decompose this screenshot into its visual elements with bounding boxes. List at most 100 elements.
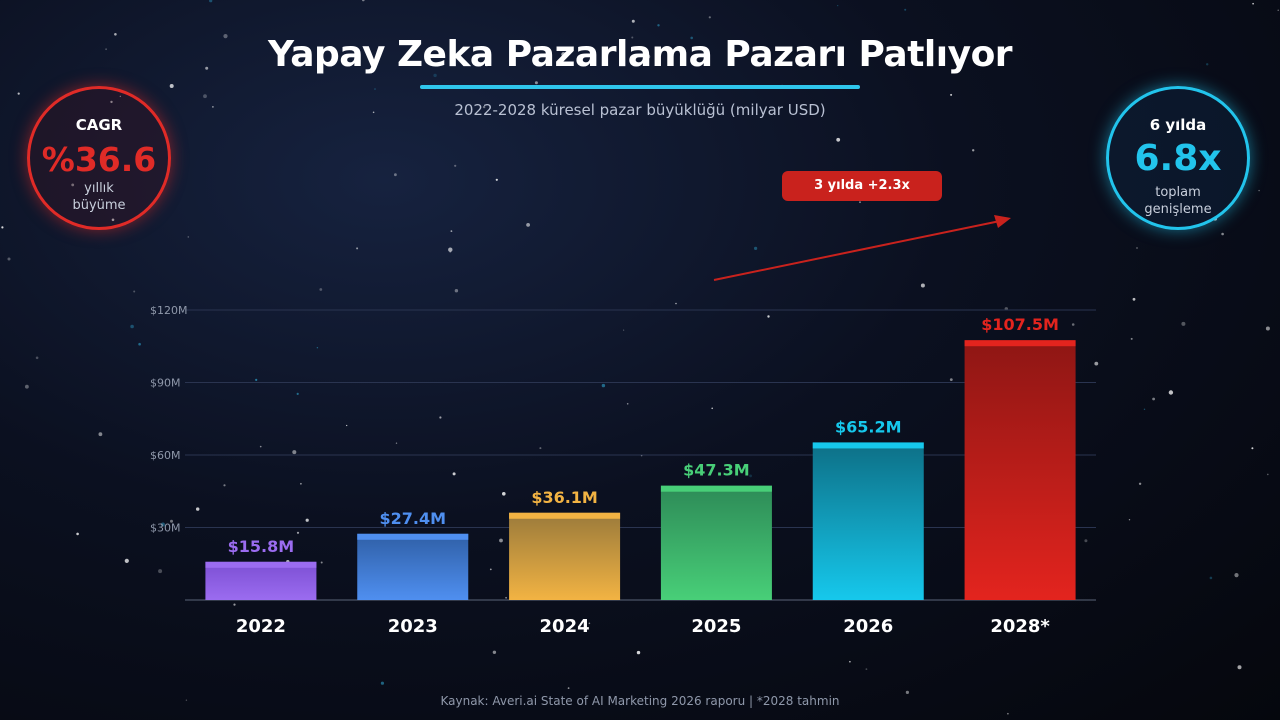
x-category-label: 2025 bbox=[691, 616, 741, 637]
star bbox=[372, 111, 375, 114]
star bbox=[1, 226, 4, 229]
bar-value-label: $36.1M bbox=[531, 488, 598, 507]
cagr-description-line1: yıllık bbox=[84, 181, 114, 196]
star bbox=[185, 699, 188, 701]
star bbox=[205, 66, 209, 70]
star bbox=[187, 236, 190, 238]
star bbox=[35, 356, 39, 360]
star bbox=[1007, 712, 1009, 715]
bar-value-label: $27.4M bbox=[379, 509, 446, 528]
star bbox=[203, 94, 207, 99]
source-note: Kaynak: Averi.ai State of AI Marketing 2… bbox=[440, 694, 840, 708]
bar-top-accent bbox=[964, 340, 1076, 347]
star bbox=[859, 201, 861, 204]
y-tick-label: $60M bbox=[150, 449, 181, 462]
star bbox=[1267, 473, 1269, 476]
star bbox=[1251, 447, 1254, 450]
star bbox=[567, 687, 570, 689]
bar-top-accent bbox=[509, 512, 621, 519]
star bbox=[450, 230, 453, 233]
bar-top-accent bbox=[357, 533, 469, 540]
y-tick-label: $120M bbox=[150, 304, 188, 317]
star bbox=[492, 650, 497, 654]
star bbox=[505, 596, 507, 599]
star bbox=[319, 288, 323, 291]
star bbox=[114, 33, 117, 36]
bar-top-accent bbox=[205, 561, 317, 568]
star bbox=[105, 48, 107, 51]
star bbox=[196, 507, 200, 511]
x-category-label: 2024 bbox=[540, 616, 590, 637]
star bbox=[1132, 297, 1136, 301]
bar-2024 bbox=[509, 512, 621, 600]
star bbox=[601, 383, 606, 388]
star bbox=[1084, 539, 1088, 543]
bar-2028 bbox=[964, 340, 1076, 600]
star bbox=[837, 5, 839, 7]
star bbox=[160, 522, 165, 527]
bar-2025 bbox=[660, 485, 772, 600]
bar-2022 bbox=[205, 561, 317, 600]
star bbox=[1128, 519, 1131, 521]
star bbox=[1265, 326, 1270, 331]
star bbox=[561, 52, 566, 57]
star bbox=[233, 603, 236, 606]
growth-badge: 6 yılda 6.8x toplam genişleme bbox=[1106, 86, 1250, 230]
star bbox=[1237, 665, 1242, 670]
growth-label: 6 yılda bbox=[1149, 116, 1207, 134]
star bbox=[374, 88, 376, 90]
y-tick-label: $30M bbox=[150, 522, 181, 535]
star bbox=[657, 24, 660, 27]
star bbox=[292, 450, 297, 455]
star bbox=[482, 105, 486, 109]
star bbox=[1094, 361, 1099, 366]
star bbox=[534, 81, 538, 85]
bar-value-label: $15.8M bbox=[228, 537, 295, 556]
star bbox=[1206, 63, 1209, 66]
star bbox=[452, 472, 456, 476]
star bbox=[223, 484, 226, 487]
star bbox=[949, 378, 953, 381]
x-category-label: 2022 bbox=[236, 616, 286, 637]
cagr-label: CAGR bbox=[75, 116, 123, 134]
trend-arrow-icon bbox=[713, 215, 1011, 281]
star bbox=[138, 342, 141, 346]
star bbox=[316, 347, 319, 349]
star bbox=[631, 19, 635, 23]
star bbox=[690, 36, 693, 40]
star bbox=[588, 622, 591, 625]
star bbox=[212, 106, 214, 108]
star bbox=[1258, 189, 1260, 192]
star bbox=[395, 442, 398, 444]
growth-callout: 3 yılda +2.3x bbox=[782, 171, 942, 201]
star bbox=[296, 531, 300, 534]
star bbox=[305, 518, 309, 522]
growth-description: toplam genişleme bbox=[1109, 184, 1247, 218]
bar-2023 bbox=[357, 533, 469, 600]
y-tick-label: $90M bbox=[150, 377, 181, 390]
star bbox=[76, 532, 79, 536]
star bbox=[25, 384, 29, 389]
bar-top-accent bbox=[660, 485, 772, 492]
star bbox=[865, 668, 868, 670]
bar-top-accent bbox=[812, 442, 924, 449]
star bbox=[346, 424, 348, 427]
star bbox=[439, 416, 442, 419]
star bbox=[255, 378, 258, 381]
star bbox=[675, 302, 677, 305]
star bbox=[454, 164, 457, 167]
star bbox=[904, 8, 907, 11]
growth-value: 6.8x bbox=[1134, 138, 1222, 179]
x-category-label: 2023 bbox=[388, 616, 438, 637]
star bbox=[495, 178, 498, 181]
star bbox=[1209, 576, 1213, 580]
star bbox=[485, 63, 488, 67]
star bbox=[526, 223, 530, 227]
star bbox=[1071, 323, 1075, 326]
x-category-label: 2026 bbox=[843, 616, 893, 637]
star bbox=[972, 149, 975, 152]
star bbox=[1277, 9, 1279, 11]
bar-value-label: $65.2M bbox=[835, 417, 902, 436]
star bbox=[454, 289, 459, 293]
star bbox=[1130, 337, 1133, 340]
